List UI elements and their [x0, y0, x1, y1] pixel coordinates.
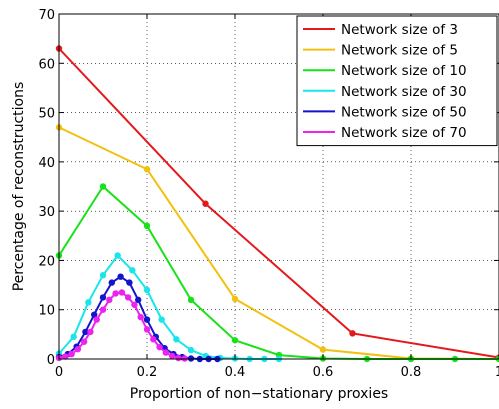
data-point	[117, 273, 124, 280]
data-point	[131, 301, 138, 308]
data-point	[162, 349, 170, 356]
legend-label: Network size of 50	[341, 104, 467, 120]
y-tick-label: 50	[38, 107, 55, 122]
legend-label: Network size of 3	[341, 22, 458, 38]
data-point	[231, 337, 239, 344]
data-point	[319, 346, 327, 353]
data-point	[126, 279, 133, 286]
y-axis-label: Percentage of reconstructions	[11, 82, 27, 292]
data-point	[143, 326, 151, 333]
data-point	[62, 353, 69, 360]
x-tick-label: 0.8	[401, 365, 422, 380]
data-point	[99, 306, 107, 313]
data-point	[106, 296, 113, 304]
data-point	[137, 313, 144, 321]
data-point	[158, 316, 165, 323]
data-point	[202, 200, 209, 207]
data-point	[82, 328, 89, 336]
y-tick-label: 0	[47, 353, 55, 368]
y-tick-label: 40	[38, 156, 55, 171]
data-point	[156, 343, 163, 351]
x-tick-label: 0.4	[225, 365, 246, 380]
data-point	[173, 336, 180, 343]
x-axis-label: Proportion of non−stationary proxies	[130, 386, 388, 402]
data-point	[124, 294, 132, 301]
axes-frame	[58, 13, 499, 360]
series-group	[55, 289, 188, 362]
x-tick-label: 0	[55, 365, 63, 380]
y-tick-label: 70	[38, 8, 55, 23]
data-point	[74, 345, 82, 353]
data-point	[68, 350, 75, 358]
data-point	[99, 183, 107, 190]
y-tick-label: 30	[38, 205, 55, 220]
data-point	[187, 296, 195, 304]
series-line	[58, 47, 499, 359]
legend-label: Network size of 5	[341, 43, 458, 59]
data-point	[108, 279, 116, 286]
data-point	[70, 333, 77, 341]
legend-box	[296, 15, 498, 147]
x-tick-label: 1	[495, 365, 499, 380]
data-point	[85, 299, 92, 306]
legend-label: Network size of 10	[341, 63, 467, 79]
data-point	[135, 296, 142, 304]
data-point	[150, 336, 157, 343]
data-point	[175, 354, 182, 362]
data-point	[99, 294, 107, 301]
data-point	[187, 346, 195, 354]
data-point	[87, 328, 94, 336]
data-point	[114, 252, 121, 259]
data-point	[99, 272, 107, 279]
data-point	[143, 222, 151, 230]
data-point	[231, 295, 239, 303]
legend-label: Network size of 30	[341, 84, 467, 100]
data-point	[143, 286, 151, 294]
data-point	[112, 290, 119, 297]
y-tick-label: 60	[38, 57, 55, 72]
data-point	[80, 338, 88, 345]
data-point	[129, 267, 136, 274]
grid	[59, 14, 499, 359]
y-tick-label: 20	[38, 254, 55, 269]
legend: Network size of 3 Network size of 5 Networ…	[296, 15, 498, 147]
legend-label: Network size of 70	[341, 125, 467, 141]
x-tick-label: 0.6	[313, 365, 334, 380]
y-tick-label: 10	[38, 304, 55, 319]
x-tick-label: 0.2	[137, 365, 158, 380]
data-point	[118, 289, 126, 296]
data-point	[349, 330, 356, 337]
data-point	[143, 166, 151, 173]
data-point	[168, 352, 176, 360]
data-point	[93, 316, 100, 323]
data-point	[143, 316, 151, 323]
data-point	[91, 311, 98, 318]
